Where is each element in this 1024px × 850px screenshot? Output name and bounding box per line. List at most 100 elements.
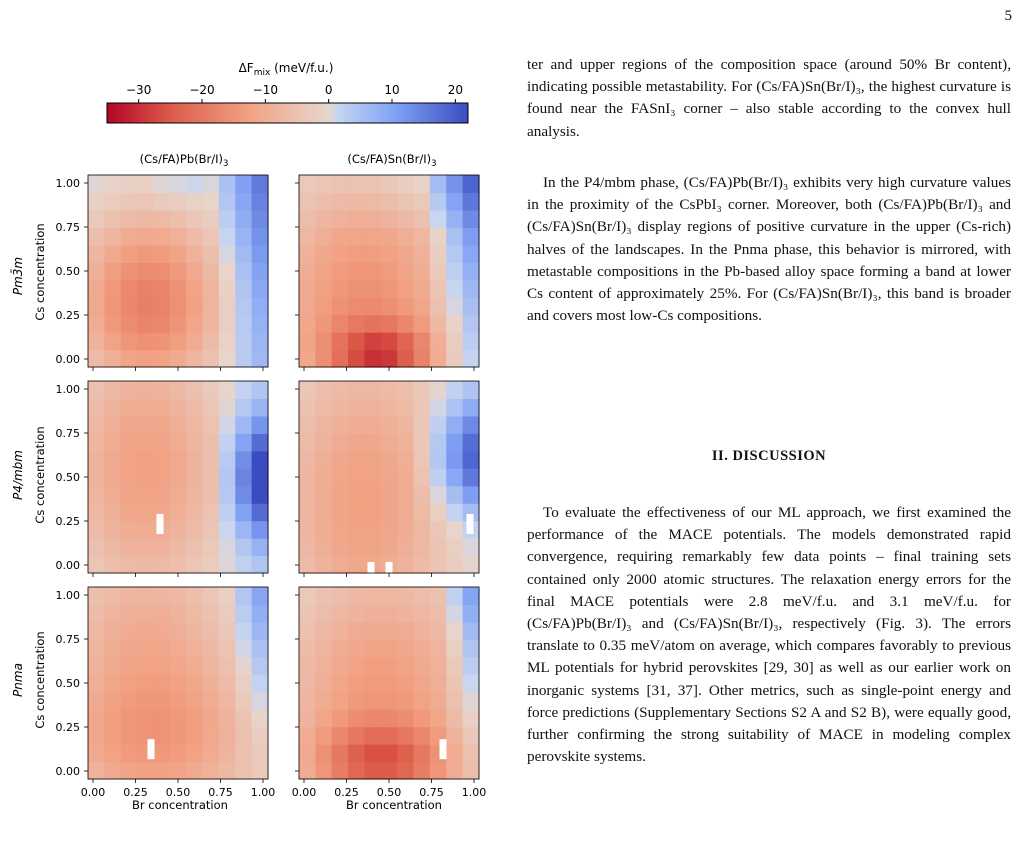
heatmap-cell <box>104 381 122 400</box>
heatmap-cell <box>315 744 333 763</box>
heatmap-cell <box>380 503 398 522</box>
heatmap-cell <box>315 726 333 745</box>
heatmap-cell <box>169 279 187 298</box>
heatmap-cell <box>413 744 431 763</box>
colorbar-tick-label: −30 <box>126 83 151 97</box>
row-label-pm3m: Pm3̄m <box>11 257 25 295</box>
heatmap-cell <box>299 674 316 693</box>
heatmap-cell <box>380 262 398 281</box>
heatmap-cell <box>299 520 316 539</box>
heatmap-cell <box>397 656 415 675</box>
heatmap-cell <box>169 709 187 728</box>
heatmap-cell <box>120 520 138 539</box>
heatmap-cell <box>331 656 349 675</box>
heatmap-cell <box>169 227 187 246</box>
heatmap-cell <box>331 244 349 263</box>
heatmap-cell <box>88 691 105 710</box>
heatmap-cell <box>331 450 349 469</box>
heatmap-cell <box>364 244 382 263</box>
heatmap-cell <box>331 674 349 693</box>
heatmap-cell <box>186 691 204 710</box>
heatmap-cell <box>137 332 155 351</box>
heatmap-cell <box>429 604 447 623</box>
heatmap-cell <box>186 503 204 522</box>
heatmap-cell <box>120 192 138 211</box>
heatmap-cell <box>88 587 105 606</box>
heatmap-cell <box>397 520 415 539</box>
heatmap-cell <box>104 691 122 710</box>
heatmap-cell <box>235 639 253 658</box>
heatmap-cell <box>462 726 480 745</box>
heatmap-cell <box>153 314 171 333</box>
heatmap-cell <box>218 227 236 246</box>
heatmap-cell <box>446 398 464 417</box>
heatmap-cell <box>169 674 187 693</box>
heatmap-cell <box>137 674 155 693</box>
heatmap-cell <box>364 349 382 368</box>
heatmap-cell <box>429 415 447 434</box>
y-tick-label: 1.00 <box>56 383 81 396</box>
heatmap-cell <box>104 279 122 298</box>
heatmap-cell <box>364 744 382 763</box>
heatmap-cell <box>380 656 398 675</box>
heatmap-cell <box>235 604 253 623</box>
heatmap-cell <box>120 297 138 316</box>
heatmap-cell <box>380 744 398 763</box>
heatmap-cell <box>348 332 366 351</box>
heatmap-cell <box>88 433 105 452</box>
heatmap-cell <box>104 398 122 417</box>
heatmap-cell <box>153 744 171 763</box>
heatmap-cell <box>429 398 447 417</box>
heatmap-cell <box>462 468 480 487</box>
heatmap-cell <box>315 175 333 194</box>
heatmap-cell <box>299 398 316 417</box>
heatmap-cell <box>331 744 349 763</box>
heatmap-cell <box>120 503 138 522</box>
heatmap-cell <box>331 587 349 606</box>
heatmap-cell <box>348 279 366 298</box>
heatmap-cell <box>429 503 447 522</box>
heatmap-cell <box>104 639 122 658</box>
heatmap-cell <box>153 709 171 728</box>
heatmap-cell <box>251 381 269 400</box>
heatmap-cell <box>120 262 138 281</box>
heatmap-cell <box>446 656 464 675</box>
heatmap-cell <box>186 709 204 728</box>
heatmap-cell <box>299 314 316 333</box>
heatmap-cell <box>413 314 431 333</box>
heatmap-cell <box>315 656 333 675</box>
heatmap-cell <box>137 244 155 263</box>
heatmap-cell <box>153 433 171 452</box>
heatmap-cell <box>104 297 122 316</box>
heatmap-cell <box>364 709 382 728</box>
heatmap-cell <box>446 674 464 693</box>
heatmap-cell <box>397 349 415 368</box>
heatmap-cell <box>380 621 398 640</box>
heatmap-cell <box>462 332 480 351</box>
heatmap-cell <box>218 381 236 400</box>
heatmap-cell <box>120 381 138 400</box>
heatmap-cell <box>251 503 269 522</box>
heatmap-cell <box>413 468 431 487</box>
y-tick-label: 1.00 <box>56 177 81 190</box>
heatmap-cell <box>169 450 187 469</box>
heatmap-cell <box>446 555 464 574</box>
heatmap-cell <box>153 209 171 228</box>
heatmap-cell <box>153 639 171 658</box>
heatmap-cell <box>202 621 220 640</box>
heatmap-cell <box>153 244 171 263</box>
heatmap-cell <box>235 761 253 780</box>
heatmap-cell <box>104 468 122 487</box>
heatmap-cell <box>413 209 431 228</box>
heatmap-cell <box>137 587 155 606</box>
heatmap-cell <box>315 468 333 487</box>
x-tick-label: 0.50 <box>377 786 402 799</box>
heatmap-cell <box>235 674 253 693</box>
heatmap-cell <box>218 209 236 228</box>
heatmap-cell <box>251 468 269 487</box>
heatmap-cell <box>331 485 349 504</box>
heatmap-cell <box>251 227 269 246</box>
x-tick-label: 0.00 <box>81 786 106 799</box>
heatmap-cell <box>153 726 171 745</box>
heatmap-cell <box>299 555 316 574</box>
